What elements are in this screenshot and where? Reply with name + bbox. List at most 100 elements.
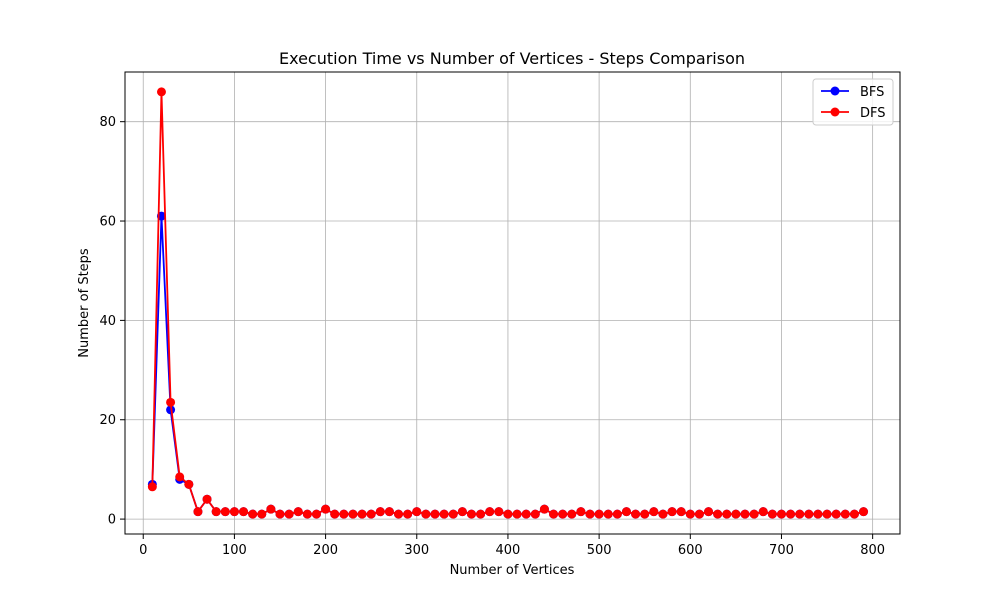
data-point-dfs	[804, 509, 814, 519]
data-point-dfs	[366, 509, 376, 519]
x-axis-label: Number of Vertices	[450, 563, 575, 578]
series-layer	[147, 87, 869, 519]
data-point-dfs	[631, 509, 641, 519]
x-tick-label: 300	[404, 543, 429, 558]
data-point-dfs	[521, 509, 531, 519]
series-dfs	[147, 87, 869, 519]
data-point-dfs	[394, 509, 404, 519]
data-point-dfs	[202, 494, 212, 504]
data-point-dfs	[694, 509, 704, 519]
data-point-dfs	[640, 509, 650, 519]
data-point-dfs	[220, 507, 230, 517]
data-point-dfs	[859, 507, 869, 517]
y-tick-label: 60	[99, 215, 116, 230]
data-point-dfs	[731, 509, 741, 519]
data-point-dfs	[284, 509, 294, 519]
x-tick-label: 600	[678, 543, 703, 558]
y-tick-label: 40	[99, 314, 116, 329]
data-point-dfs	[357, 509, 367, 519]
data-point-dfs	[156, 87, 166, 97]
x-tick-label: 500	[587, 543, 612, 558]
data-point-dfs	[558, 509, 568, 519]
x-tick-label: 700	[769, 543, 794, 558]
y-tick-label: 20	[99, 413, 116, 428]
data-point-dfs	[257, 509, 267, 519]
data-point-dfs	[539, 504, 549, 514]
data-point-dfs	[512, 509, 522, 519]
data-point-dfs	[722, 509, 732, 519]
y-axis-ticks: 0 20 40 60 80	[99, 115, 125, 528]
data-point-dfs	[193, 507, 203, 517]
data-point-dfs	[649, 507, 659, 517]
data-point-dfs	[795, 509, 805, 519]
data-point-dfs	[549, 509, 559, 519]
data-point-dfs	[229, 507, 239, 517]
data-point-dfs	[840, 509, 850, 519]
data-point-dfs	[658, 509, 668, 519]
data-point-dfs	[503, 509, 513, 519]
data-point-dfs	[293, 507, 303, 517]
data-point-dfs	[321, 504, 331, 514]
data-point-dfs	[275, 509, 285, 519]
data-point-dfs	[348, 509, 358, 519]
data-point-dfs	[576, 507, 586, 517]
data-point-dfs	[676, 507, 686, 517]
data-point-dfs	[813, 509, 823, 519]
data-point-dfs	[594, 509, 604, 519]
data-point-dfs	[166, 397, 176, 407]
data-point-dfs	[248, 509, 258, 519]
data-point-dfs	[849, 509, 859, 519]
data-point-dfs	[421, 509, 431, 519]
x-tick-label: 0	[139, 543, 147, 558]
data-point-dfs	[412, 507, 422, 517]
data-point-dfs	[685, 509, 695, 519]
x-tick-label: 200	[313, 543, 338, 558]
grid	[125, 72, 900, 534]
data-point-dfs	[448, 509, 458, 519]
data-point-dfs	[704, 507, 714, 517]
legend-label-bfs: BFS	[860, 85, 884, 100]
plot-frame	[124, 71, 901, 535]
data-point-dfs	[476, 509, 486, 519]
legend-swatch-dfs-marker	[830, 107, 840, 117]
data-point-dfs	[749, 509, 759, 519]
data-point-dfs	[758, 507, 768, 517]
x-tick-label: 100	[222, 543, 247, 558]
data-point-dfs	[339, 509, 349, 519]
data-point-dfs	[403, 509, 413, 519]
data-point-dfs	[457, 507, 467, 517]
data-point-dfs	[621, 507, 631, 517]
data-point-dfs	[330, 509, 340, 519]
chart-title: Execution Time vs Number of Vertices - S…	[279, 49, 745, 68]
legend-swatch-bfs-marker	[830, 86, 840, 96]
data-point-bfs	[166, 405, 176, 415]
data-point-dfs	[567, 509, 577, 519]
data-point-dfs	[740, 509, 750, 519]
data-point-dfs	[211, 507, 221, 517]
data-point-dfs	[466, 509, 476, 519]
data-point-dfs	[667, 507, 677, 517]
data-point-dfs	[439, 509, 449, 519]
data-point-dfs	[375, 507, 385, 517]
data-point-dfs	[302, 509, 312, 519]
data-point-dfs	[831, 509, 841, 519]
data-point-dfs	[713, 509, 723, 519]
data-point-dfs	[767, 509, 777, 519]
x-tick-label: 800	[860, 543, 885, 558]
data-point-dfs	[603, 509, 613, 519]
data-point-dfs	[311, 509, 321, 519]
x-tick-label: 400	[496, 543, 521, 558]
y-axis-label: Number of Steps	[77, 248, 92, 358]
data-point-dfs	[430, 509, 440, 519]
data-point-dfs	[147, 482, 157, 492]
x-axis-ticks: 0 100 200 300 400 500 600 700 800	[139, 534, 885, 558]
data-point-dfs	[822, 509, 832, 519]
legend: BFS DFS	[812, 78, 894, 126]
data-point-dfs	[384, 507, 394, 517]
data-point-dfs	[184, 479, 194, 489]
data-point-dfs	[776, 509, 786, 519]
data-point-dfs	[786, 509, 796, 519]
data-point-dfs	[266, 504, 276, 514]
data-point-dfs	[494, 507, 504, 517]
